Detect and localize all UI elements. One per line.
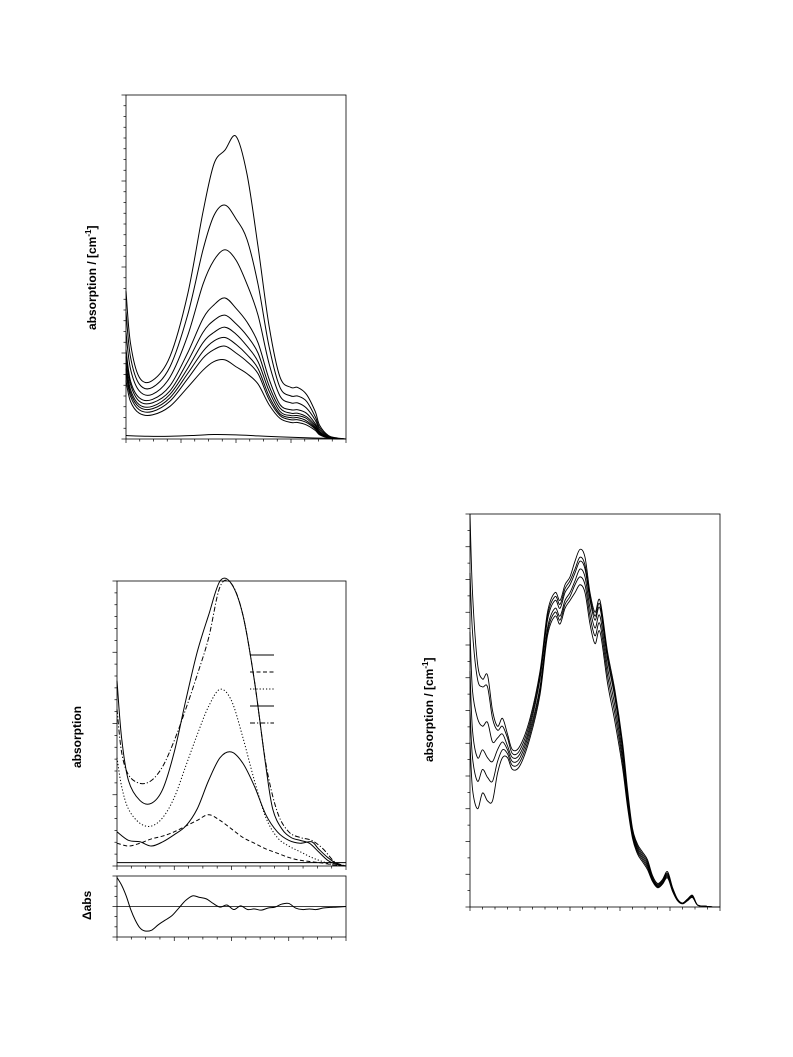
chart-2-series-line: [116, 688, 347, 867]
chart-1-series-line: [125, 314, 347, 440]
chart-1-series-line: [125, 359, 347, 440]
chart-4-frame: [469, 513, 721, 908]
chart-4-series-line: [469, 560, 721, 908]
chart-3-frame: [116, 875, 347, 938]
chart-2-frame: [116, 580, 347, 867]
chart-1-y-axis-label-close: ]: [85, 225, 99, 230]
chart-1-series-line: [125, 135, 347, 440]
chart-4-series-line: [469, 576, 721, 908]
chart-4-series-line: [469, 584, 721, 908]
chart-1-y-axis-label: absorption / [cm-1]: [84, 226, 99, 330]
chart-4-y-axis-label-sup: -1: [421, 661, 430, 669]
chart-4-y-axis-label-text: absorption / [cm: [422, 668, 436, 762]
chart-2-y-axis-label: absorption: [70, 706, 84, 768]
chart-2-series-line: [116, 814, 347, 867]
chart-1-series-line: [125, 336, 347, 440]
chart-1-series-line: [125, 326, 347, 440]
chart-1-series-line: [125, 297, 347, 440]
chart-1-y-axis-label-text: absorption / [cm: [85, 236, 99, 330]
chart-4-y-axis-label-close: ]: [422, 657, 436, 662]
chart-1-series-line: [125, 204, 347, 440]
chart-4-y-axis-label: absorption / [cm-1]: [421, 658, 436, 762]
chart-4-series-line: [469, 556, 721, 908]
chart-2-series-line: [116, 751, 347, 867]
chart-4-series-line: [469, 568, 721, 908]
chart-1-series-line: [125, 434, 347, 440]
chart-1-frame: [125, 94, 347, 440]
chart-3-y-axis-label: Δabs: [80, 890, 94, 920]
chart-1-series-line: [125, 249, 347, 440]
chart-1-series-line: [125, 345, 347, 440]
chart-3-series-line: [116, 877, 347, 932]
chart-1-y-axis-label-sup: -1: [84, 229, 93, 237]
chart-4-series-line: [469, 513, 721, 908]
chart-2-series-line: [116, 577, 347, 867]
chart-2-series-line: [116, 579, 347, 867]
